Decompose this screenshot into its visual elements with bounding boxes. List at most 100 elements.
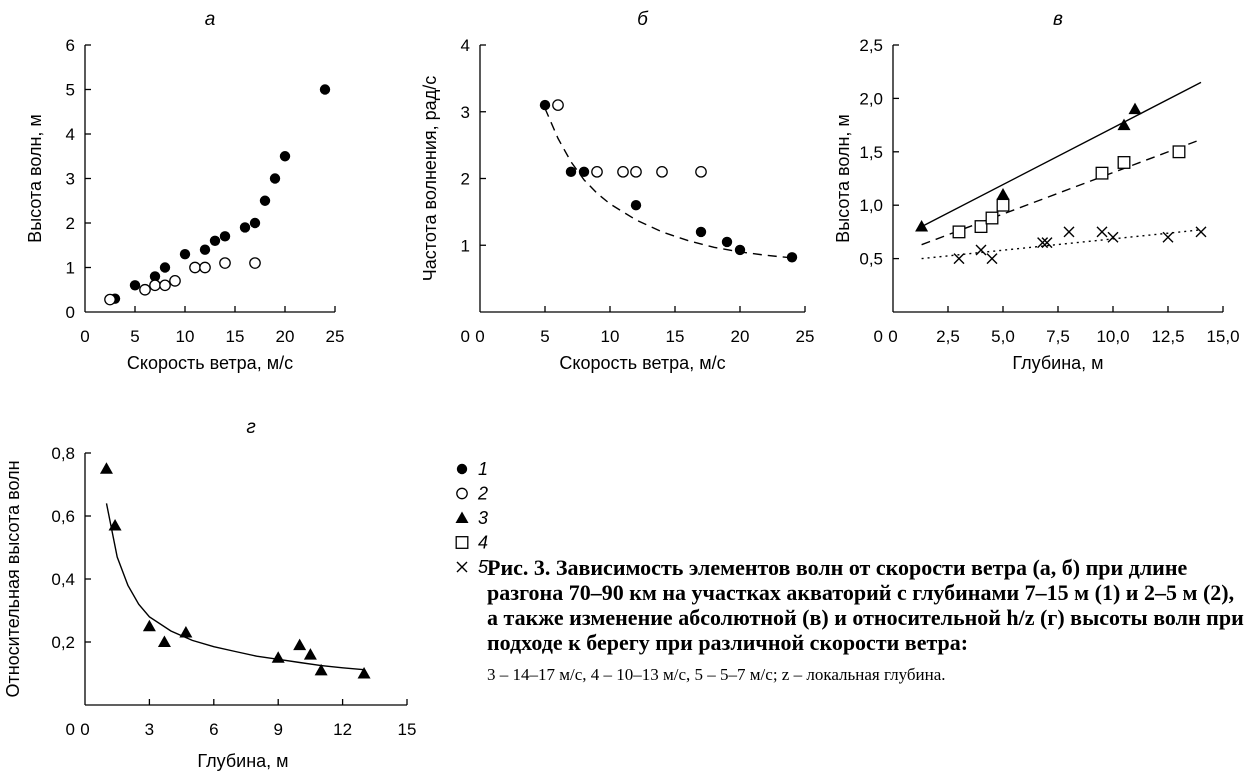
data-point-cross <box>975 244 987 256</box>
x-tick-label: 15,0 <box>1206 327 1239 346</box>
x-axis-label: Глубина, м <box>1012 353 1103 373</box>
x-tick-label: 20 <box>276 327 295 346</box>
y-tick-label: 0,8 <box>51 444 75 463</box>
origin-label: 0 <box>461 327 470 346</box>
x-tick-label: 10 <box>176 327 195 346</box>
data-point-open-square <box>1172 145 1186 159</box>
x-tick-label: 2,5 <box>936 327 960 346</box>
data-point-filled-circle <box>721 236 733 248</box>
y-tick-label: 2,0 <box>859 89 883 108</box>
y-tick-label: 5 <box>66 81 75 100</box>
legend-marker-filled-triangle <box>455 511 469 523</box>
y-tick-label: 1,0 <box>859 196 883 215</box>
x-tick-label: 7,5 <box>1046 327 1070 346</box>
data-point-open-circle <box>695 165 707 178</box>
x-tick-label: 5 <box>130 327 139 346</box>
x-tick-label: 12 <box>333 720 352 739</box>
legend-label: 5 <box>478 557 489 577</box>
data-point-open-circle <box>104 293 116 306</box>
data-point-open-circle <box>552 99 564 111</box>
y-tick-label: 0,2 <box>51 633 75 652</box>
data-point-open-circle <box>189 261 201 274</box>
y-axis-label: Относительная высота волн <box>3 460 23 697</box>
y-tick-label: 2 <box>66 214 75 233</box>
data-point-open-square <box>985 211 999 225</box>
y-tick-label: 0,6 <box>51 507 75 526</box>
y-tick-label: 2 <box>461 170 470 189</box>
data-point-filled-triangle <box>293 638 307 651</box>
data-point-open-circle <box>149 279 161 292</box>
data-point-filled-triangle <box>157 635 171 647</box>
x-axis-label: Скорость ветра, м/с <box>127 353 293 373</box>
legend-marker-cross <box>456 561 468 573</box>
fit-curve-dashed <box>921 140 1197 246</box>
data-point-filled-triangle <box>1117 118 1131 131</box>
data-point-filled-circle <box>279 151 291 162</box>
data-point-filled-triangle <box>303 648 317 660</box>
x-tick-label: 0 <box>888 327 897 346</box>
legend-marker-open-circle <box>456 487 468 500</box>
x-tick-label: 12,5 <box>1151 327 1184 346</box>
y-axis-label: Высота волн, м <box>833 114 853 243</box>
data-point-open-circle <box>139 283 151 296</box>
data-point-cross <box>1162 231 1174 243</box>
data-point-open-circle <box>630 165 642 178</box>
origin-label: 0 <box>874 327 883 346</box>
data-point-open-circle <box>249 257 261 269</box>
figure-caption: Рис. 3. Зависимость элементов волн от ск… <box>487 555 1247 685</box>
x-tick-label: 6 <box>209 720 218 739</box>
x-tick-label: 0 <box>80 720 89 739</box>
data-point-cross <box>1107 231 1119 243</box>
y-tick-label: 0 <box>66 303 75 322</box>
data-point-open-circle <box>656 165 668 178</box>
data-point-filled-circle <box>269 173 281 184</box>
y-tick-label: 1,5 <box>859 143 883 162</box>
data-point-filled-triangle <box>271 651 285 663</box>
x-tick-label: 0 <box>475 327 484 346</box>
legend-label: 4 <box>478 533 488 553</box>
x-tick-label: 5 <box>540 327 549 346</box>
data-point-filled-triangle <box>996 188 1010 200</box>
data-point-filled-triangle <box>99 462 113 474</box>
data-point-open-circle <box>617 165 629 178</box>
y-tick-label: 1 <box>66 259 75 278</box>
data-point-cross <box>1195 226 1207 238</box>
y-tick-label: 0,5 <box>859 250 883 269</box>
data-point-filled-triangle <box>142 619 156 632</box>
legend-label: 3 <box>478 508 488 528</box>
x-tick-label: 15 <box>398 720 417 739</box>
x-tick-label: 25 <box>796 327 815 346</box>
fit-curve-dotted <box>921 229 1202 260</box>
data-point-open-circle <box>169 274 181 287</box>
x-tick-label: 15 <box>666 327 685 346</box>
y-tick-label: 3 <box>461 103 470 122</box>
data-point-filled-circle <box>695 226 707 238</box>
x-tick-label: 25 <box>326 327 345 346</box>
data-point-cross <box>1096 226 1108 238</box>
data-point-filled-triangle <box>179 626 193 638</box>
origin-label: 0 <box>66 720 75 739</box>
y-tick-label: 4 <box>461 36 470 55</box>
data-point-filled-circle <box>179 248 191 260</box>
caption-title: Рис. 3. Зависимость элементов волн от ск… <box>487 555 1244 655</box>
x-tick-label: 5,0 <box>991 327 1015 346</box>
data-point-filled-circle <box>129 280 141 291</box>
x-tick-label: 20 <box>731 327 750 346</box>
data-point-open-square <box>952 225 966 239</box>
legend: 1 2 3 4 5 <box>455 459 489 577</box>
x-tick-label: 10,0 <box>1096 327 1129 346</box>
data-point-open-square <box>1095 166 1109 180</box>
data-point-filled-circle <box>786 252 798 263</box>
data-point-open-square <box>996 198 1010 212</box>
data-point-filled-circle <box>159 262 171 273</box>
data-point-open-circle <box>219 257 231 269</box>
data-point-filled-circle <box>209 235 221 246</box>
data-point-filled-circle <box>239 222 251 233</box>
data-point-open-square <box>1117 156 1131 169</box>
y-tick-label: 6 <box>66 36 75 55</box>
data-point-filled-circle <box>149 271 161 282</box>
y-tick-label: 2,5 <box>859 36 883 55</box>
x-tick-label: 3 <box>145 720 154 739</box>
data-point-filled-circle <box>539 99 551 111</box>
